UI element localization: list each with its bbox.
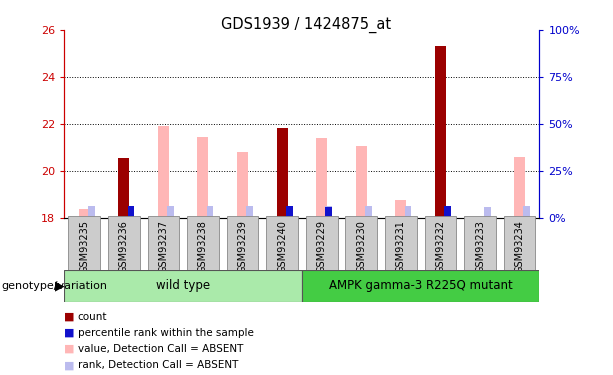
Bar <box>128 206 134 218</box>
Bar <box>346 216 377 270</box>
Bar <box>395 200 406 217</box>
Bar <box>227 216 258 270</box>
Bar <box>514 157 525 218</box>
Bar <box>187 216 219 270</box>
Bar <box>88 206 94 218</box>
Text: GSM93239: GSM93239 <box>237 220 248 273</box>
Bar <box>286 206 292 218</box>
Bar <box>405 206 411 218</box>
Text: GSM93229: GSM93229 <box>317 220 327 273</box>
Text: GSM93232: GSM93232 <box>435 220 446 273</box>
Bar <box>118 158 129 218</box>
Bar <box>385 216 417 270</box>
Bar <box>276 128 287 217</box>
Bar <box>158 126 169 218</box>
Text: GSM93233: GSM93233 <box>475 220 485 273</box>
Text: GSM93238: GSM93238 <box>198 220 208 273</box>
Text: GSM93230: GSM93230 <box>356 220 367 273</box>
Bar <box>435 46 446 217</box>
Bar <box>118 158 129 218</box>
Text: count: count <box>78 312 107 322</box>
Bar <box>504 216 536 270</box>
Text: ■: ■ <box>64 360 75 370</box>
Text: value, Detection Call = ABSENT: value, Detection Call = ABSENT <box>78 344 243 354</box>
Bar <box>68 216 100 270</box>
Text: ■: ■ <box>64 328 75 338</box>
Bar <box>128 206 134 218</box>
Text: ▶: ▶ <box>55 280 64 292</box>
Text: wild type: wild type <box>156 279 210 292</box>
Text: rank, Detection Call = ABSENT: rank, Detection Call = ABSENT <box>78 360 238 370</box>
Bar <box>148 216 179 270</box>
Bar <box>444 206 451 218</box>
Bar <box>464 216 496 270</box>
Text: GSM93236: GSM93236 <box>119 220 129 273</box>
Text: AMPK gamma-3 R225Q mutant: AMPK gamma-3 R225Q mutant <box>329 279 512 292</box>
Bar <box>356 146 367 218</box>
Bar <box>444 206 451 218</box>
Bar <box>64 270 302 302</box>
Bar <box>435 46 446 217</box>
Bar <box>286 206 292 218</box>
Bar <box>302 270 539 302</box>
Bar <box>306 216 338 270</box>
Bar <box>197 136 208 218</box>
Bar <box>365 206 371 218</box>
Text: ■: ■ <box>64 312 75 322</box>
Bar <box>276 128 287 217</box>
Text: genotype/variation: genotype/variation <box>1 281 107 291</box>
Bar <box>108 216 140 270</box>
Text: percentile rank within the sample: percentile rank within the sample <box>78 328 254 338</box>
Text: GSM93231: GSM93231 <box>396 220 406 273</box>
Text: GSM93234: GSM93234 <box>515 220 525 273</box>
Text: ■: ■ <box>64 344 75 354</box>
Text: GSM93237: GSM93237 <box>158 220 169 273</box>
Bar <box>246 206 253 218</box>
Bar <box>326 207 332 218</box>
Bar <box>326 206 332 218</box>
Text: GSM93240: GSM93240 <box>277 220 287 273</box>
Text: GSM93235: GSM93235 <box>79 220 89 273</box>
Bar <box>484 207 490 218</box>
Bar <box>524 206 530 218</box>
Bar <box>425 216 456 270</box>
Bar <box>316 138 327 218</box>
Text: GDS1939 / 1424875_at: GDS1939 / 1424875_at <box>221 17 392 33</box>
Bar <box>78 209 89 218</box>
Bar <box>237 152 248 217</box>
Bar <box>207 206 213 218</box>
Bar <box>167 206 174 218</box>
Bar <box>266 216 298 270</box>
